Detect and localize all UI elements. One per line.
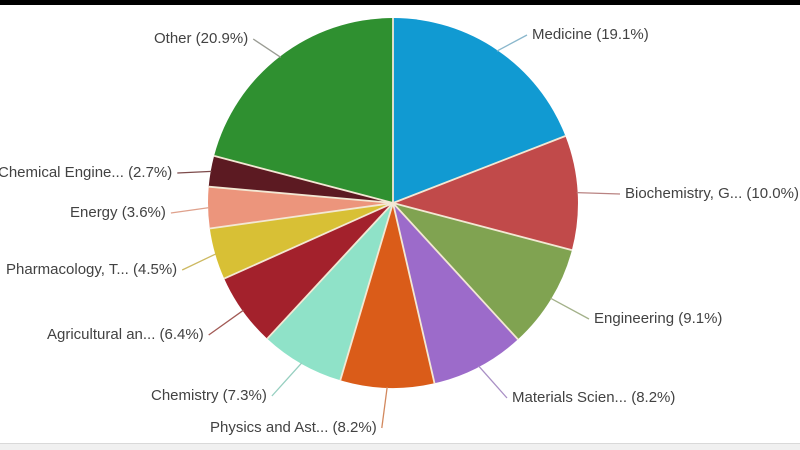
slice-divider (209, 202, 394, 230)
pie-slice-biochemistry-g[interactable] (393, 136, 578, 251)
pie-label-other: Other (20.9%) (154, 30, 249, 47)
pie-label-chemistry: Chemistry (7.3%) (151, 387, 267, 404)
pie-label-chemical-engineering: Chemical Engine... (2.7%) (0, 164, 173, 181)
slice-divider (392, 202, 573, 251)
slice-divider (223, 202, 394, 280)
pie-leader-line (550, 297, 590, 320)
slice-divider (392, 202, 519, 341)
pie-slice-other[interactable] (214, 18, 393, 203)
pie-slice-chemistry[interactable] (267, 203, 393, 381)
pie-leader-line (576, 191, 621, 195)
pie-leader-line (252, 38, 282, 58)
pie-leader-line (271, 362, 303, 397)
bottom-strip (0, 443, 800, 450)
pie-label-energy: Energy (3.6%) (70, 204, 166, 221)
pie-slice-energy[interactable] (208, 186, 393, 229)
pie-label-pharmacology: Pharmacology, T... (4.5%) (6, 261, 178, 278)
pie-slice-physics-and-ast[interactable] (340, 203, 435, 388)
pie-leader-line (177, 170, 212, 174)
pie-label-agricultural: Agricultural an... (6.4%) (47, 326, 204, 343)
slice-divider (213, 155, 394, 204)
pie-leader-line (208, 309, 244, 336)
pie-label-materials-science: Materials Scien... (8.2%) (512, 389, 676, 406)
pie-slice-medicine[interactable] (393, 18, 566, 203)
pie-label-biochemistry: Biochemistry, G... (10.0%) (625, 185, 799, 202)
letterbox-top-bar (0, 0, 800, 5)
slice-divider (392, 202, 436, 384)
slice-divider (208, 185, 394, 204)
pie-leader-line (181, 253, 217, 271)
pie-label-medicine: Medicine (19.1%) (532, 26, 649, 43)
slice-divider (339, 202, 394, 381)
pie-slice-agricultural-an[interactable] (224, 203, 393, 339)
pie-slice-pharmacology-t[interactable] (209, 203, 393, 279)
pie-slice-engineering[interactable] (393, 203, 572, 340)
pie-leader-line (170, 206, 210, 214)
pie-leader-line (381, 386, 388, 429)
pie-label-engineering: Engineering (9.1%) (594, 310, 723, 327)
slice-divider (266, 202, 394, 340)
pie-label-physics-astronomy: Physics and Ast... (8.2%) (210, 419, 377, 436)
pie-leader-line (496, 34, 528, 52)
pie-leader-line (478, 365, 508, 399)
slice-divider (392, 135, 566, 204)
